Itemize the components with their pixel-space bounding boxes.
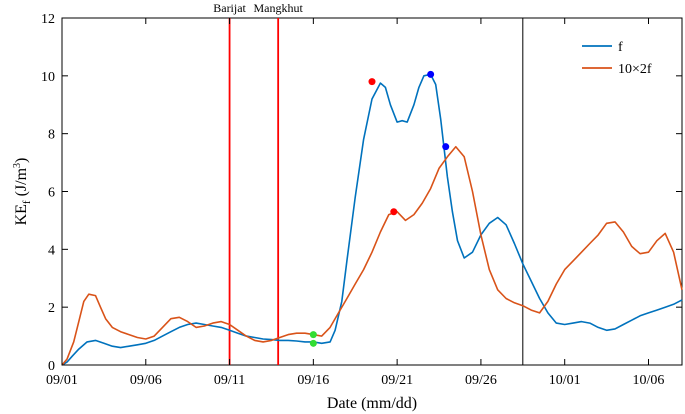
x-tick-label-5: 09/26 (465, 373, 497, 388)
x-tick-label-7: 10/06 (633, 373, 665, 388)
x-tick-label-3: 09/16 (297, 373, 329, 388)
vertical-lines: Barijat Mangkhut (213, 1, 524, 365)
y-axis-label-units: (J/m (13, 167, 30, 196)
y-tick-label-6: 12 (41, 12, 55, 27)
x-tick-label-4: 09/21 (381, 373, 413, 388)
y-axis-label-sub: f (21, 200, 33, 204)
legend-label-0: f (618, 40, 623, 55)
marker-0 (368, 78, 376, 86)
y-tick-label-4: 8 (48, 128, 55, 143)
y-axis-label-units-sup: 3 (12, 163, 23, 168)
y-tick-label-3: 6 (48, 186, 55, 201)
y-tick-label-1: 2 (48, 301, 55, 316)
peak-markers (309, 70, 450, 347)
x-axis-label: Date (mm/dd) (327, 395, 417, 412)
y-tick-label-5: 10 (41, 70, 55, 85)
y-axis-label-main: KE (13, 204, 30, 225)
series-lines (61, 73, 683, 366)
x-tick-label-2: 09/11 (214, 373, 245, 388)
marker-2 (390, 208, 398, 216)
marker-1 (427, 70, 435, 78)
y-tick-label-0: 0 (48, 359, 55, 374)
axis-ticks: 09/01 09/06 09/11 09/16 09/21 09/26 10/01 10/06… (41, 12, 682, 388)
marker-5 (309, 339, 317, 347)
x-tick-label-0: 09/01 (46, 373, 78, 388)
series-line-0 (61, 73, 683, 366)
y-axis-label-units-end: ) (13, 158, 30, 163)
vline-label-1: Mangkhut (253, 1, 303, 15)
vline-label-0: Barijat (213, 1, 246, 15)
legend-label-1: 10×2f (618, 62, 652, 77)
legend: f 10×2f (582, 40, 652, 77)
x-tick-label-1: 09/06 (130, 373, 162, 388)
marker-3 (442, 143, 450, 151)
y-axis-label: KEf (J/m3) (12, 158, 33, 226)
series-line-1 (61, 145, 683, 366)
y-tick-label-2: 4 (48, 243, 55, 258)
x-tick-label-6: 10/01 (549, 373, 581, 388)
marker-4 (309, 331, 317, 339)
